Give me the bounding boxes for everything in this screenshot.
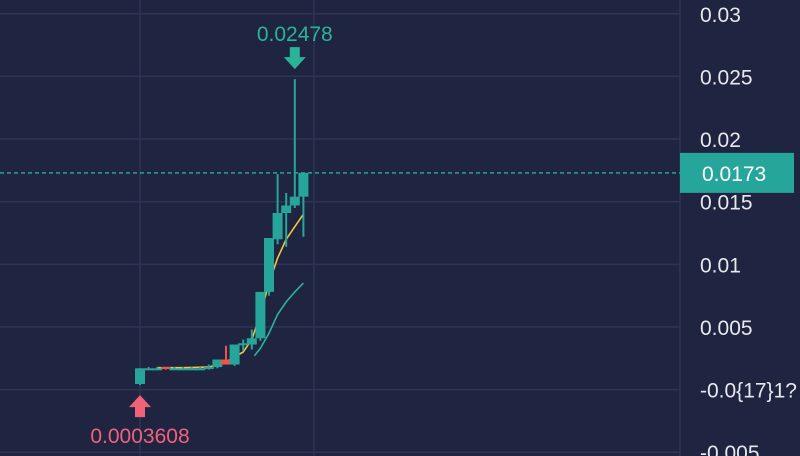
candle-body bbox=[298, 172, 309, 197]
candle bbox=[264, 238, 274, 296]
low-arrow-icon bbox=[129, 395, 151, 418]
high-arrow-icon bbox=[283, 47, 306, 70]
candle-body bbox=[135, 368, 145, 384]
candle bbox=[169, 367, 180, 371]
candle bbox=[221, 345, 231, 365]
candle-body bbox=[160, 367, 171, 370]
y-tick-label: -0.0{17}1? bbox=[700, 380, 797, 403]
candle bbox=[203, 364, 214, 370]
candle bbox=[143, 367, 154, 371]
candle bbox=[298, 172, 309, 237]
candle-body bbox=[212, 359, 223, 368]
candle-body bbox=[289, 196, 300, 206]
candle bbox=[255, 291, 266, 341]
price-markers: 0.0173 0.02478 0.0003608 bbox=[0, 23, 794, 448]
candle-body bbox=[143, 368, 154, 371]
candle-body bbox=[229, 344, 240, 365]
current-price-label: 0.0173 bbox=[702, 163, 766, 186]
candle bbox=[289, 79, 300, 208]
candle bbox=[186, 367, 197, 371]
candle bbox=[281, 192, 292, 247]
grid bbox=[0, 0, 681, 456]
y-tick-label: 0.005 bbox=[700, 317, 753, 340]
ma-slow-line bbox=[253, 282, 304, 357]
candle bbox=[178, 367, 188, 371]
candle bbox=[135, 368, 145, 386]
candle-body bbox=[195, 368, 206, 371]
candle bbox=[246, 329, 257, 350]
candle bbox=[152, 367, 163, 371]
candle-body bbox=[255, 291, 266, 339]
candle-body bbox=[246, 338, 257, 345]
y-tick-label: 0.025 bbox=[700, 66, 753, 89]
y-tick-label: 0.02 bbox=[700, 129, 741, 152]
high-price-label: 0.02478 bbox=[257, 23, 333, 46]
low-price-label: 0.0003608 bbox=[90, 425, 189, 448]
candle bbox=[160, 367, 171, 370]
candle-body bbox=[264, 238, 274, 292]
candle-body bbox=[221, 359, 231, 365]
candle-body bbox=[169, 368, 180, 371]
candle bbox=[272, 174, 283, 245]
candle bbox=[238, 339, 249, 351]
candle bbox=[195, 367, 206, 371]
price-axis: 0.03 0.025 0.02 0.015 0.01 0.005 -0.0{17}1? -0.… bbox=[700, 4, 797, 456]
y-tick-label: 0.03 bbox=[700, 4, 741, 27]
candle-body bbox=[178, 368, 188, 371]
current-price-tag bbox=[680, 152, 794, 193]
candle bbox=[212, 359, 223, 369]
candles bbox=[135, 79, 309, 386]
candle-body bbox=[186, 368, 197, 371]
y-tick-label: -0.005 bbox=[700, 442, 760, 456]
candle bbox=[229, 344, 240, 366]
candle-body bbox=[152, 368, 163, 371]
candle-body bbox=[272, 212, 283, 240]
candle-body bbox=[238, 343, 249, 346]
y-tick-label: 0.01 bbox=[700, 254, 741, 277]
candle-body bbox=[203, 367, 214, 370]
y-tick-label: 0.015 bbox=[700, 192, 753, 215]
candle-body bbox=[281, 205, 292, 213]
